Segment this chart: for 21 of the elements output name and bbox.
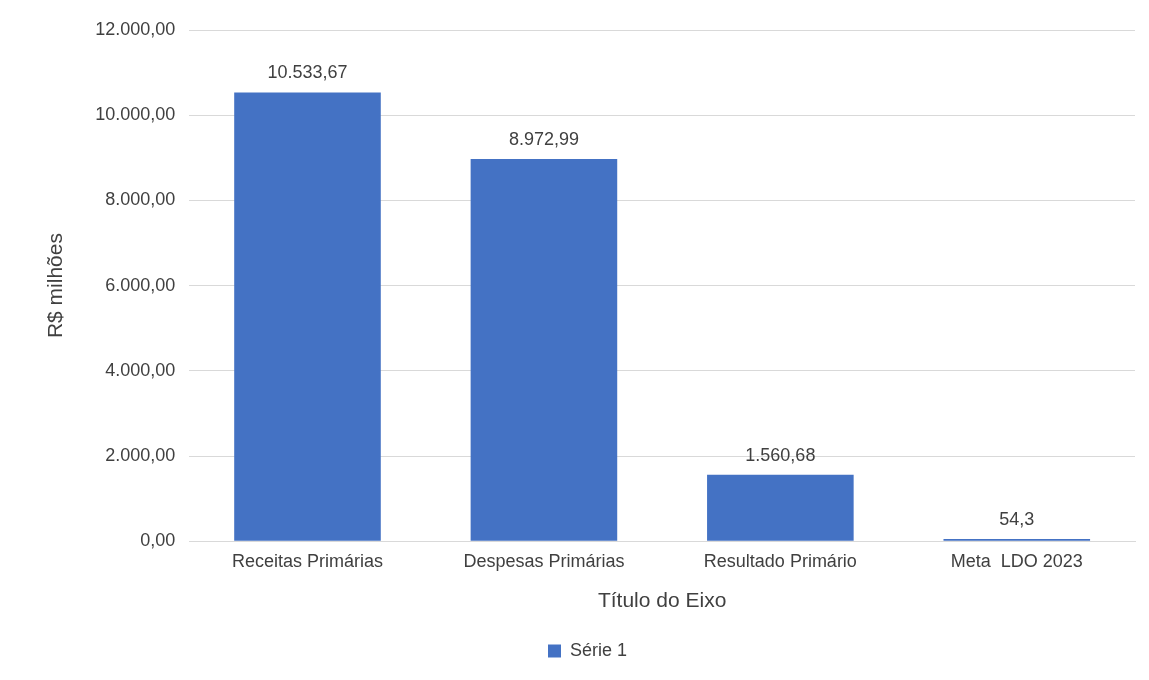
- bar: [234, 92, 381, 541]
- x-tick-label: Despesas Primárias: [463, 550, 625, 571]
- bar: [470, 158, 618, 541]
- x-tick-label: Receitas Primárias: [231, 550, 384, 571]
- y-tick-label: 2.000,00: [105, 444, 176, 465]
- y-tick-label: 6.000,00: [105, 274, 176, 295]
- data-label: 54,3: [999, 508, 1035, 529]
- y-tick-label: 4.000,00: [105, 359, 176, 380]
- y-tick-label: 8.000,00: [105, 189, 176, 210]
- data-label: 1.560,68: [745, 444, 816, 465]
- data-label: 8.972,99: [508, 128, 579, 149]
- legend-label: Série 1: [569, 639, 628, 660]
- x-tick-label: Resultado Primário: [703, 550, 857, 571]
- y-tick-label: 0,00: [140, 530, 176, 551]
- data-label: 10.533,67: [267, 62, 348, 83]
- x-axis-title: Título do Eixo: [597, 588, 727, 612]
- bar: [707, 474, 854, 541]
- y-axis-title: R$ milhões: [43, 233, 67, 339]
- y-tick-label: 10.000,00: [95, 104, 176, 125]
- y-tick-label: 12.000,00: [95, 18, 176, 39]
- x-tick-label: Meta LDO 2023: [950, 550, 1083, 571]
